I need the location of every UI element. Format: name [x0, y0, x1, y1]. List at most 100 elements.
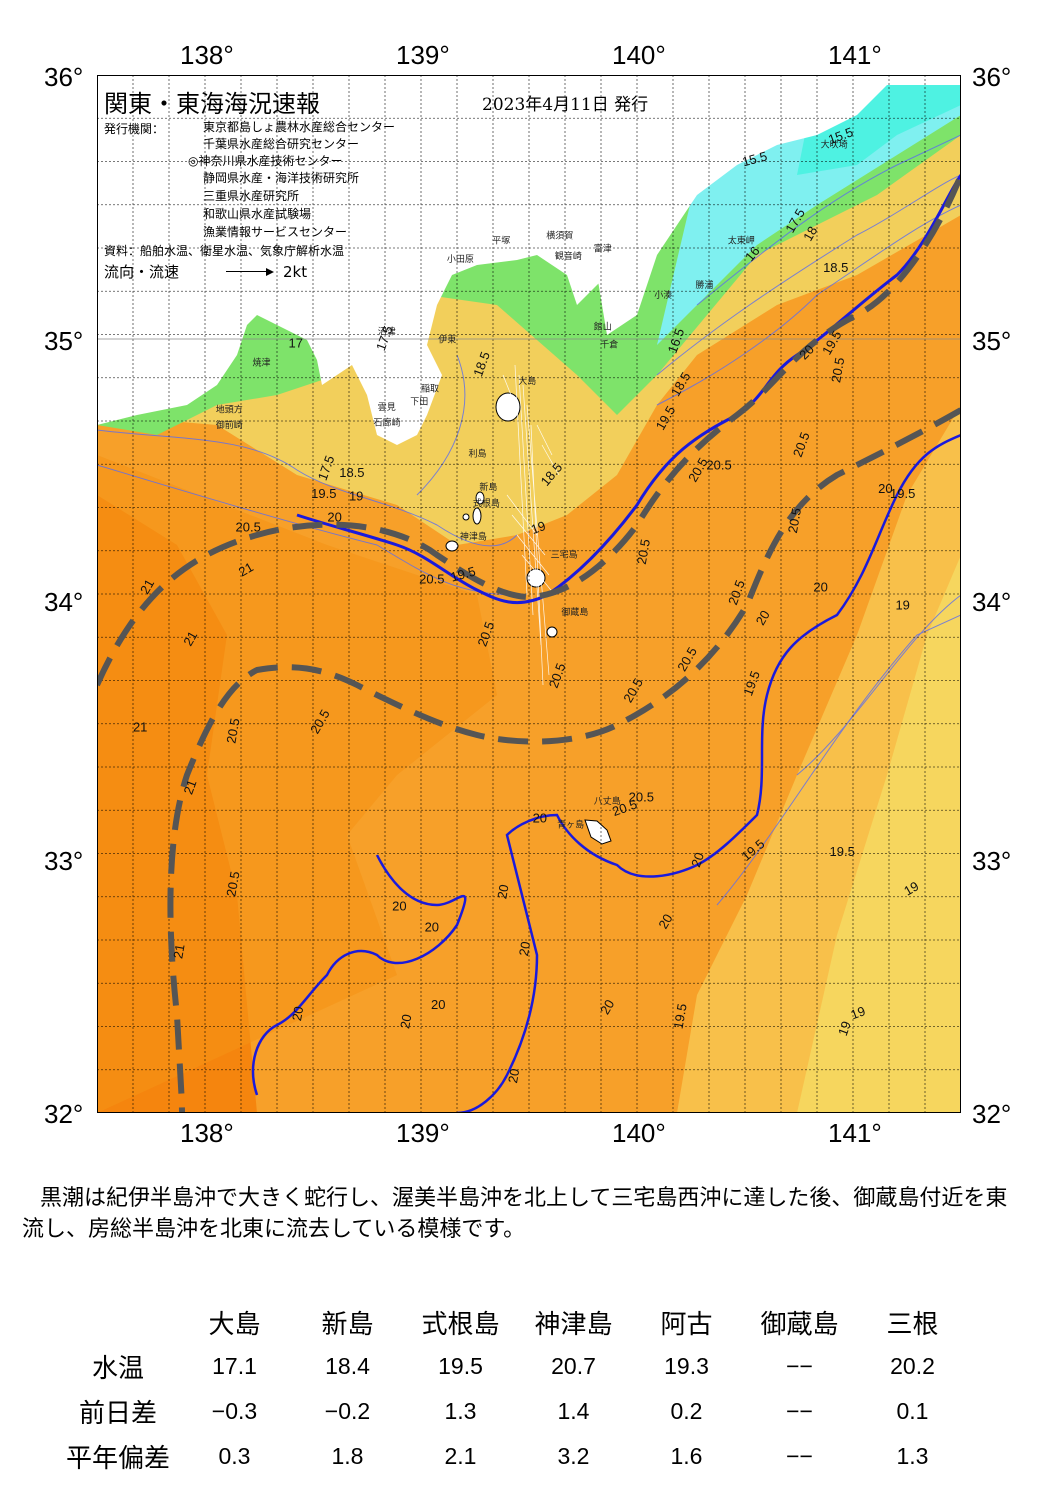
contour-label: 19	[849, 1003, 868, 1022]
station-header: 阿古	[660, 1309, 713, 1340]
normal-path-line-1	[97, 173, 961, 687]
contour-label: 20	[494, 883, 511, 900]
table-cell: 0.3	[218, 1443, 251, 1469]
contour-label: 20	[878, 481, 892, 496]
table-cell: −0.2	[324, 1398, 371, 1424]
island-shikinejima	[462, 513, 470, 521]
station-header: 式根島	[421, 1309, 500, 1340]
contour-label: 19.5	[890, 486, 915, 501]
flow-legend-scale: 2kt	[283, 263, 308, 281]
publisher-6: 和歌山県水産試験場	[203, 207, 312, 221]
table-cell: −−	[786, 1353, 813, 1379]
place-name: 太東岬	[728, 235, 755, 247]
contour-label: 20	[289, 1005, 306, 1022]
table-cell: 19.5	[438, 1353, 483, 1379]
sea-warm-west	[97, 455, 497, 1113]
contour-label: 20	[533, 810, 547, 825]
kuroshio-axis	[296, 174, 961, 605]
map-frame	[97, 75, 961, 1113]
place-name: 勝浦	[695, 279, 713, 291]
contour-label: 19	[529, 518, 548, 537]
lon-label-139-bottom: 139°	[396, 1118, 450, 1148]
place-name: 地頭方	[216, 403, 243, 415]
contour-label: 20	[392, 899, 406, 914]
sea-cooler-southeast	[797, 555, 961, 1113]
lat-label-36-right: 36°	[972, 62, 1012, 92]
place-name: 御前崎	[216, 419, 243, 431]
current-flow-vectors	[502, 364, 560, 686]
place-name: 富津	[594, 242, 612, 254]
table-cell: −−	[786, 1443, 813, 1469]
contour-label: 20.5	[223, 717, 242, 745]
contour-label: 20	[397, 1013, 414, 1030]
publisher-5: 三重県水産研究所	[203, 189, 300, 203]
island-mikurajima	[546, 626, 558, 638]
lat-label-33: 33°	[44, 846, 84, 876]
contour-label: 20	[753, 608, 773, 628]
table-cell: 0.1	[896, 1398, 929, 1424]
place-name: 館山	[594, 320, 612, 332]
table-cell: −−	[786, 1398, 813, 1424]
contour-label: 18	[800, 224, 820, 244]
contour-label: 20	[655, 911, 675, 931]
island-toshima	[475, 491, 485, 505]
table-row: 水温 17.1 18.4 19.5 20.7 19.3 −− 20.2	[58, 1344, 969, 1389]
place-name: 式根島	[473, 497, 500, 509]
table-cell: 17.1	[212, 1353, 257, 1379]
contour-label: 20	[327, 509, 341, 524]
contour-label: 20	[516, 940, 533, 957]
lat-label-34: 34°	[44, 587, 84, 617]
publisher-4: 静岡県水産・海洋技術研究所	[203, 171, 360, 185]
publisher-label: 発行機関：	[104, 122, 165, 136]
lat-label-36: 36°	[44, 62, 84, 92]
flow-legend-label: 流向・流速	[104, 263, 180, 281]
contour-label: 18.5	[823, 260, 848, 275]
water-temperature-table: 大島 新島 式根島 神津島 阿古 御蔵島 三根 水温 17.1 18.4 19.…	[58, 1300, 969, 1479]
station-header: 神津島	[534, 1309, 613, 1340]
land-izu-coast	[327, 75, 567, 275]
land-boso	[567, 75, 897, 335]
table-cell: 3.2	[557, 1443, 590, 1469]
station-header: 三根	[886, 1309, 939, 1340]
place-name: 伊東	[438, 333, 456, 345]
temperature-contours	[97, 134, 961, 906]
lon-label-139: 139°	[396, 40, 450, 70]
contour-label: 20	[431, 997, 445, 1012]
table-cell: 1.3	[444, 1398, 477, 1424]
data-source: 資料：船舶水温、衛星水温、気象庁解析水温	[104, 244, 345, 258]
contour-label: 21	[180, 628, 200, 648]
table-cell: 1.3	[896, 1443, 929, 1469]
table-cell: 20.7	[551, 1353, 596, 1379]
publisher-1: 東京都島しょ農林水産総合センター	[203, 120, 396, 134]
table-row: 前日差 −0.3 −0.2 1.3 1.4 0.2 −− 0.1	[58, 1389, 969, 1434]
table-cell: −0.3	[211, 1398, 258, 1424]
lat-label-32-right: 32°	[972, 1099, 1012, 1129]
island-oshima	[495, 392, 521, 422]
contour-label: 20	[688, 850, 707, 869]
table-header-row: 大島 新島 式根島 神津島 阿古 御蔵島 三根	[58, 1300, 969, 1344]
place-name: 八丈島	[594, 795, 621, 807]
lon-label-140: 140°	[612, 40, 666, 70]
row-label: 前日差	[78, 1399, 157, 1429]
place-name: 下田	[410, 397, 428, 408]
place-name: 雲見	[378, 402, 396, 413]
place-name: 利島	[469, 447, 487, 459]
station-header: 御蔵島	[760, 1309, 839, 1340]
contour-label: 15.5	[740, 148, 768, 169]
contour-label: 20.5	[223, 870, 242, 898]
table-cell: 18.4	[325, 1353, 370, 1379]
contour-label: 19.5	[671, 1002, 690, 1030]
lat-label-34-right: 34°	[972, 587, 1012, 617]
contour-label: 20.5	[419, 572, 444, 587]
island-kozushima	[445, 540, 459, 552]
normal-path-line-2	[167, 407, 961, 1113]
contour-label: 21	[180, 778, 199, 797]
table-cell: 0.2	[670, 1398, 703, 1424]
lat-label-32: 32°	[44, 1099, 84, 1129]
map-title: 関東・東海海況速報	[104, 90, 320, 118]
publisher-3: ◎神奈川県水産技術センター	[188, 154, 343, 168]
publisher-7: 漁業情報サービスセンター	[203, 225, 348, 239]
place-name: 新島	[479, 481, 497, 493]
contour-label: 18.5	[339, 465, 364, 480]
grid	[97, 75, 961, 1113]
